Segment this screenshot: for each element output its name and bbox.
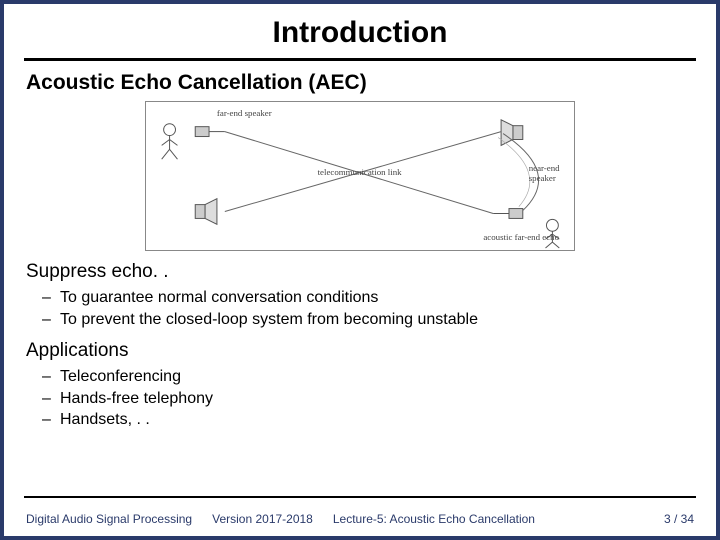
footer-mid: Version 2017-2018 bbox=[212, 512, 313, 526]
suppress-bullets: To guarantee normal conversation conditi… bbox=[4, 285, 716, 338]
applications-bullets: Teleconferencing Hands-free telephony Ha… bbox=[4, 364, 716, 439]
list-item: Hands-free telephony bbox=[60, 388, 694, 410]
page-total: 34 bbox=[681, 512, 694, 526]
list-item: Handsets, . . bbox=[60, 409, 694, 431]
aec-diagram: far-end speaker telecommunicati bbox=[145, 101, 575, 251]
divider-top bbox=[24, 58, 696, 61]
subtitle: Acoustic Echo Cancellation (AEC) bbox=[4, 71, 716, 101]
section-suppress-heading: Suppress echo. . bbox=[4, 259, 716, 285]
list-item: To guarantee normal conversation conditi… bbox=[60, 287, 694, 309]
label-far-end: far-end speaker bbox=[217, 108, 272, 118]
diagram-svg: far-end speaker telecommunicati bbox=[146, 102, 574, 250]
page-number: 3 / 34 bbox=[664, 512, 694, 526]
label-near-end: near-end speaker bbox=[529, 163, 562, 183]
footer: Digital Audio Signal Processing Version … bbox=[4, 512, 716, 526]
section-applications-heading: Applications bbox=[4, 338, 716, 364]
list-item: Teleconferencing bbox=[60, 366, 694, 388]
page-sep: / bbox=[671, 512, 681, 526]
label-acoustic-echo: acoustic far-end echo bbox=[483, 232, 559, 242]
divider-bottom bbox=[24, 496, 696, 498]
footer-right: Lecture-5: Acoustic Echo Cancellation bbox=[333, 512, 535, 526]
slide: Introduction Acoustic Echo Cancellation … bbox=[4, 4, 716, 536]
page-title: Introduction bbox=[4, 4, 716, 54]
list-item: To prevent the closed-loop system from b… bbox=[60, 309, 694, 331]
footer-left: Digital Audio Signal Processing bbox=[26, 512, 192, 526]
footer-spacer bbox=[555, 512, 644, 526]
page-current: 3 bbox=[664, 512, 671, 526]
label-telecom-link: telecommunication link bbox=[318, 167, 403, 177]
